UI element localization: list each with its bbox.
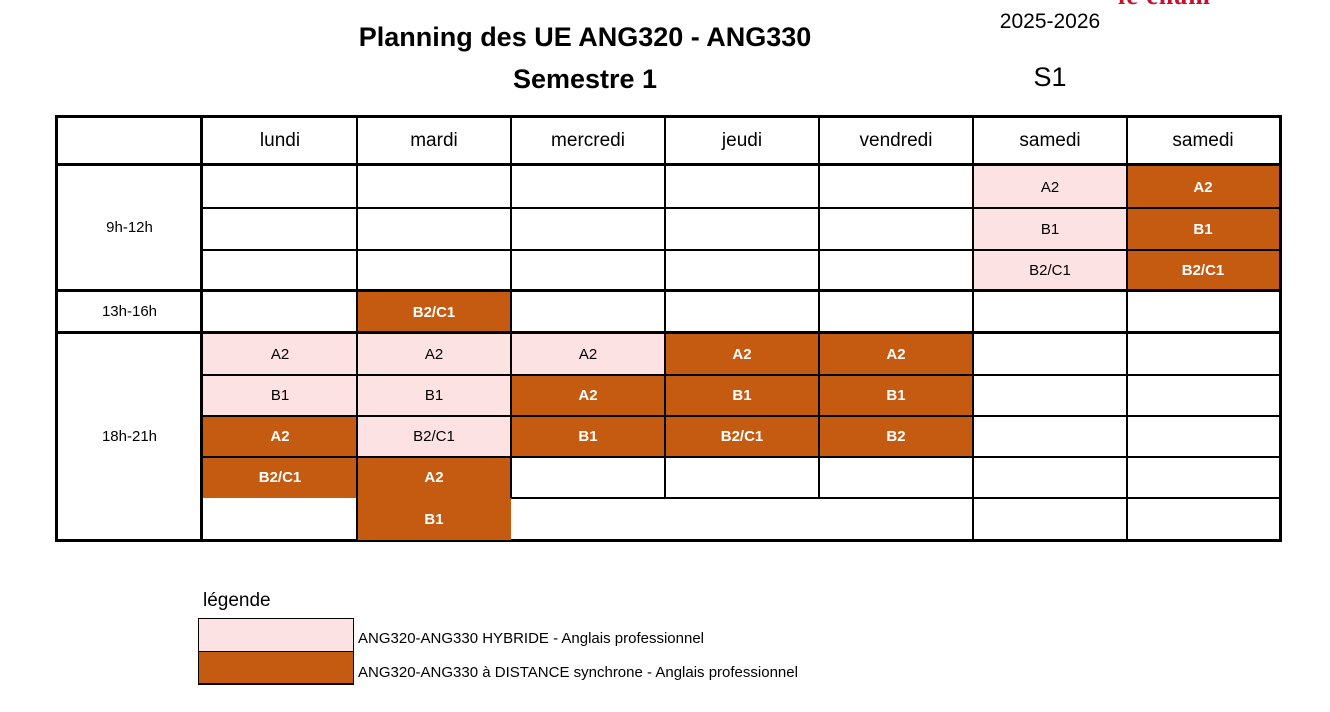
session-cell: B1 [511,416,665,457]
session-cell: B2/C1 [357,292,511,332]
grid-line [356,118,358,540]
day-header-mardi: mardi [410,130,458,151]
academic-year: 2025-2026 [999,10,1101,33]
session-cell: A2 [357,334,511,375]
schedule-table: lundi mardi mercredi jeudi vendredi same… [55,115,1282,542]
legend-swatch-distance [198,651,354,685]
grid-line [972,118,974,540]
session-cell: A2 [1127,166,1279,208]
session-cell: B1 [357,375,511,416]
legend-label-hybride: ANG320-ANG330 HYBRIDE - Anglais professi… [358,630,704,647]
session-cell: B1 [973,208,1127,250]
session-cell: A2 [203,416,357,457]
grid-line [200,118,203,539]
grid-line [203,249,1279,251]
session-cell: B1 [1127,208,1279,250]
day-header-samedi-2: samedi [1172,130,1234,151]
grid-line [203,456,1279,458]
time-slot-18h-21h: 18h-21h [101,427,158,445]
session-cell: B2/C1 [665,416,819,457]
session-cell: A2 [203,334,357,375]
grid-line [511,497,1279,499]
day-header-lundi: lundi [259,130,301,151]
grid-line [818,118,820,498]
session-cell: B2/C1 [357,416,511,457]
session-cell: B2/C1 [1127,250,1279,290]
grid-line [203,374,1279,376]
session-cell: B2/C1 [203,457,357,498]
day-header-vendredi: vendredi [859,130,933,151]
semester-code: S1 [1033,62,1067,92]
session-cell: A2 [973,166,1127,208]
legend-swatch-hybride [198,618,354,652]
time-slot-9h-12h: 9h-12h [106,218,153,236]
page-title: Planning des UE ANG320 - ANG330 [358,22,812,52]
day-header-jeudi: jeudi [721,130,763,151]
time-slot-13h-16h: 13h-16h [101,302,158,320]
grid-line [203,415,1279,417]
session-cell: A2 [511,334,665,375]
legend-title: légende [203,590,271,611]
brand-logo: le cnam [1118,0,1278,6]
grid-line [58,163,1279,166]
grid-line [510,118,512,498]
grid-line [1126,118,1128,540]
session-cell: A2 [357,457,511,498]
session-cell: A2 [819,334,973,375]
session-cell: A2 [511,375,665,416]
grid-line [664,118,666,498]
session-cell: B1 [819,375,973,416]
session-cell: B1 [203,375,357,416]
session-cell: B2 [819,416,973,457]
grid-line [203,207,1279,209]
day-header-samedi-1: samedi [1019,130,1081,151]
session-cell: B2/C1 [973,250,1127,290]
day-header-mercredi: mercredi [551,130,625,151]
page-subtitle: Semestre 1 [512,64,658,94]
grid-line [58,331,1279,334]
session-cell: A2 [665,334,819,375]
session-cell: B1 [665,375,819,416]
legend-label-distance: ANG320-ANG330 à DISTANCE synchrone - Ang… [358,664,798,681]
grid-line [58,289,1279,292]
session-cell: B1 [357,498,511,540]
